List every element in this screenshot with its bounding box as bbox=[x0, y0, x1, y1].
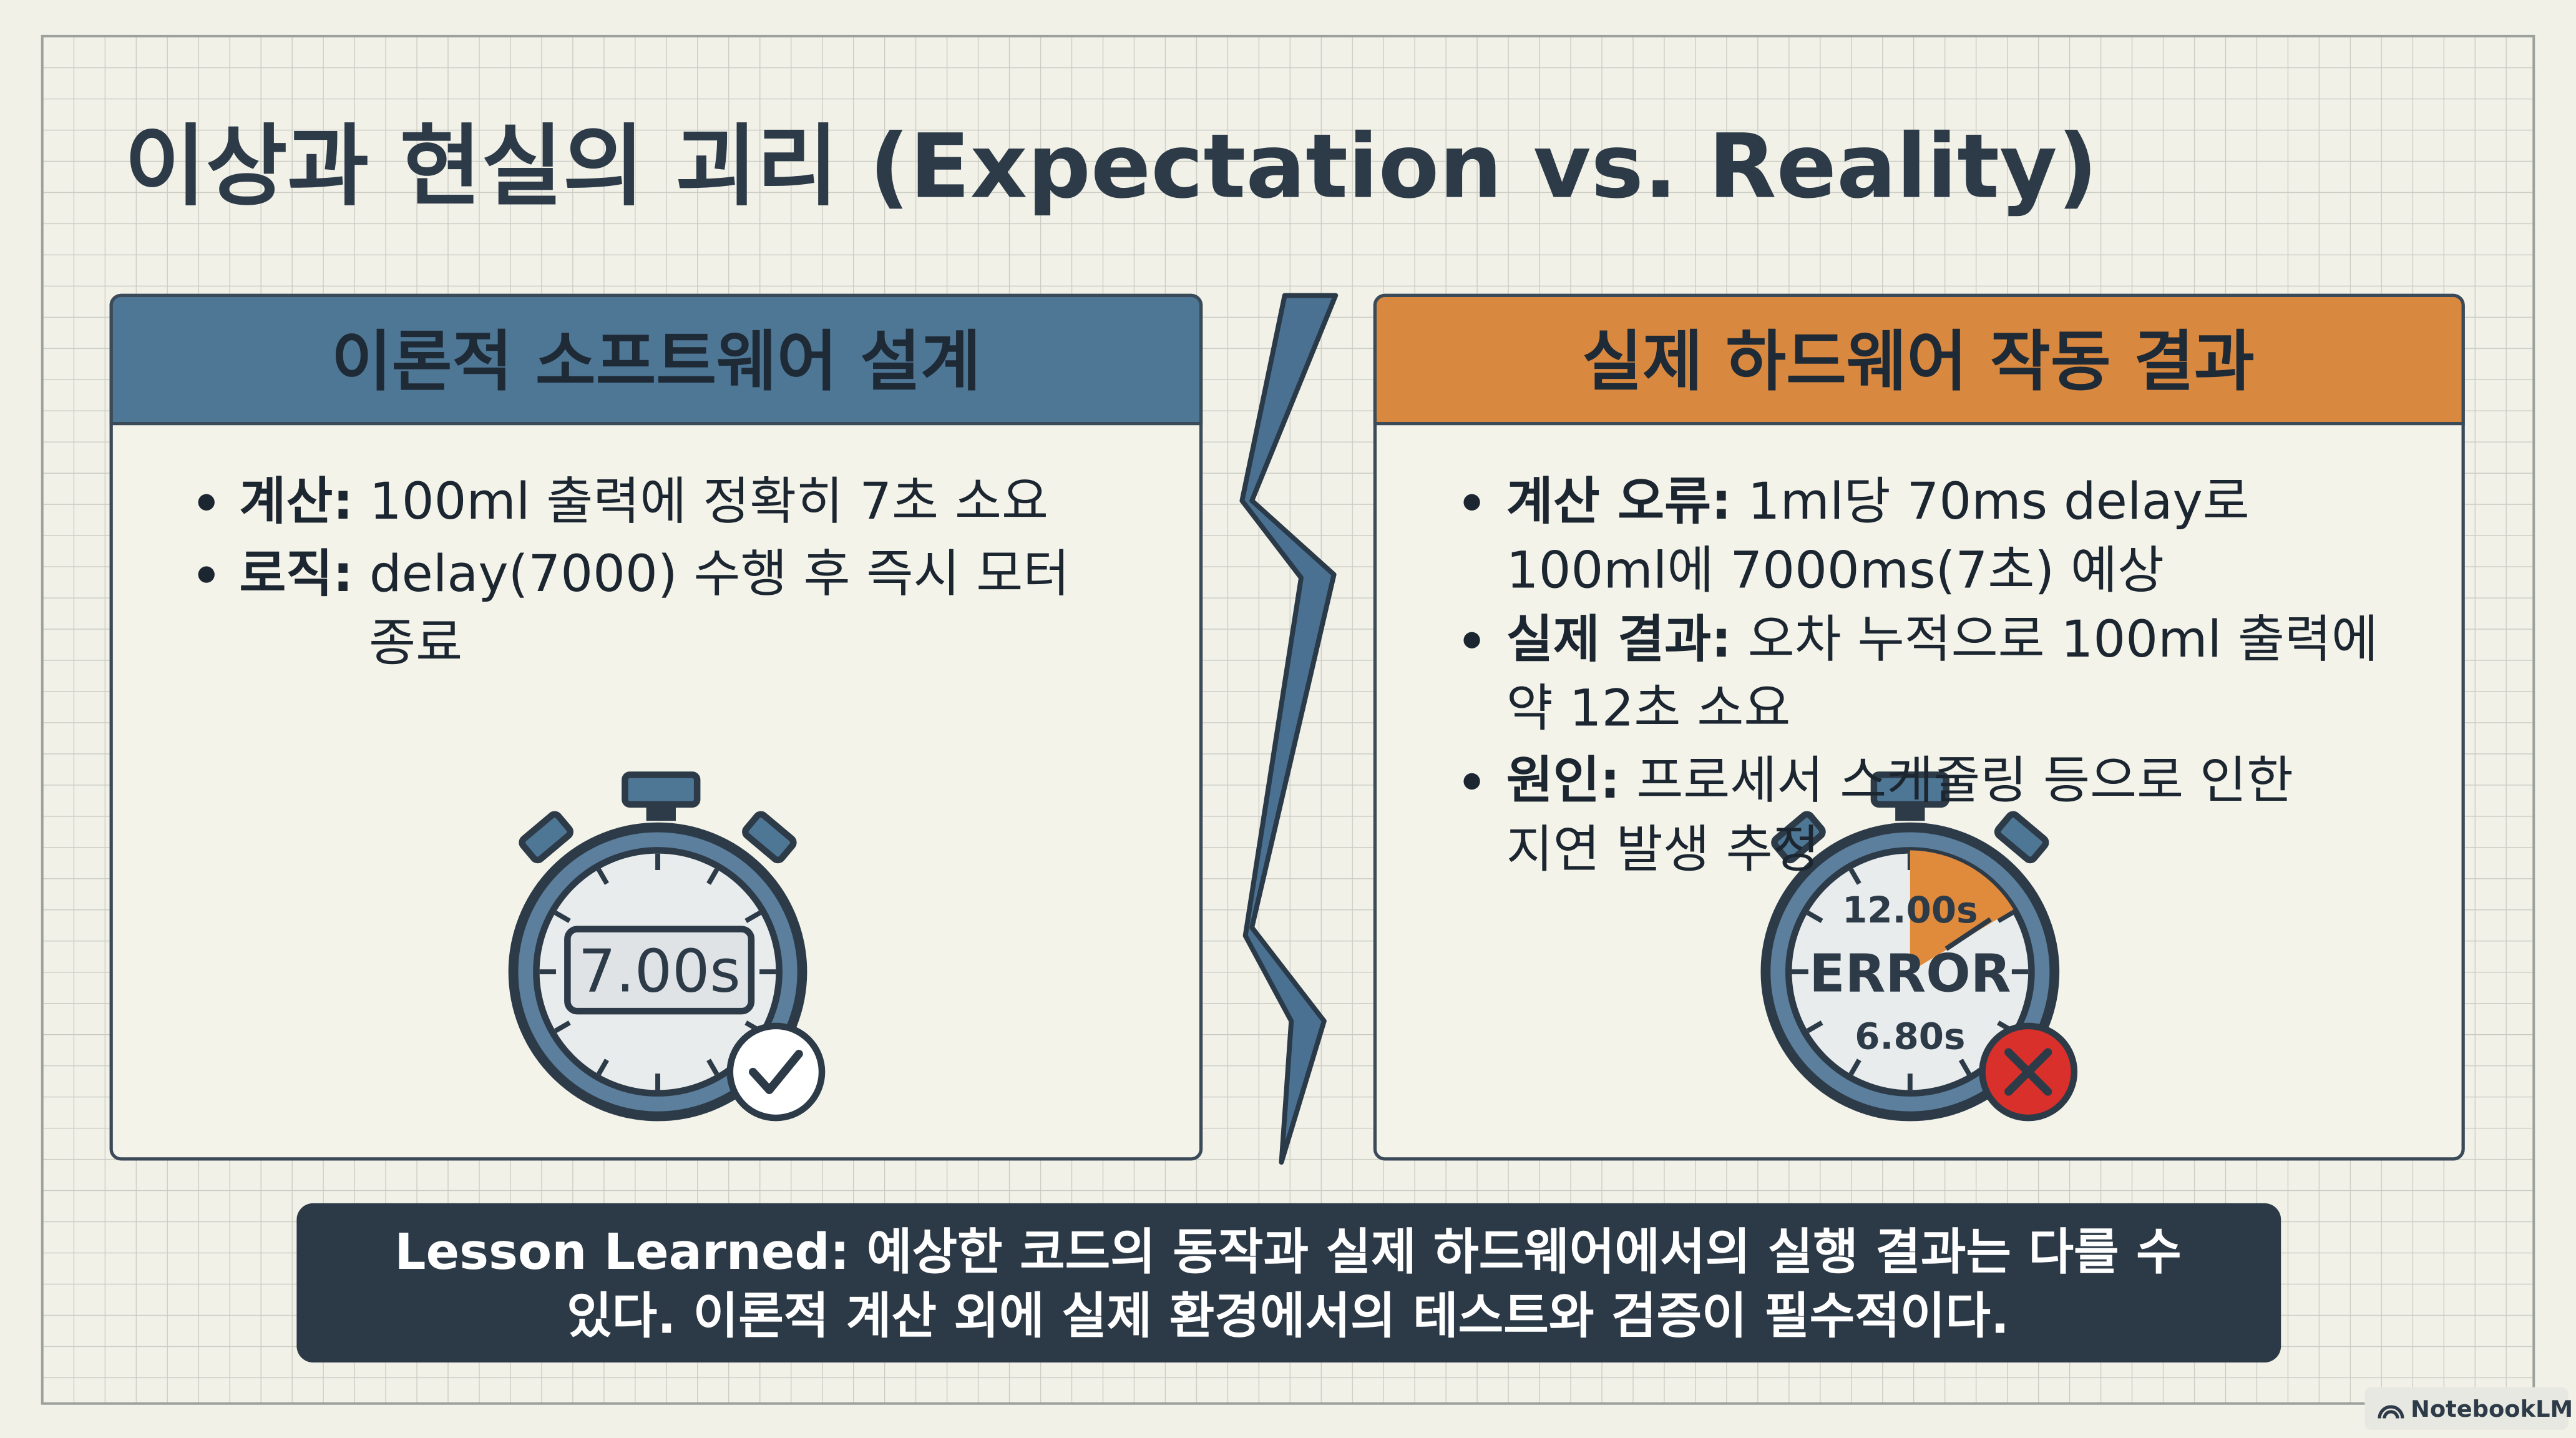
left-bullets: 계산: 100ml 출력에 정확히 7초 소요 로직: delay(7000) … bbox=[198, 472, 1070, 672]
dial-tick bbox=[596, 868, 609, 885]
bullet-label: 원인: bbox=[1506, 751, 1621, 810]
slide-title: 이상과 현실의 괴리 (Expectation vs. Reality) bbox=[124, 115, 2097, 218]
bullet-label: 계산: bbox=[239, 472, 353, 531]
stopwatch-knob bbox=[1771, 811, 1826, 864]
bullet-dot bbox=[198, 494, 215, 511]
stopwatch-time: 7.00s bbox=[578, 937, 741, 1006]
bullet-label: 로직: bbox=[239, 544, 353, 604]
dial-tick bbox=[554, 1020, 571, 1034]
watermark-icon bbox=[2378, 1405, 2404, 1419]
bullet-line: 100ml에 7000ms(7초) 예상 bbox=[1506, 541, 2164, 600]
dial-tick bbox=[744, 910, 761, 923]
watermark: NotebookLM bbox=[2411, 1396, 2573, 1422]
bullet-line: 지연 발생 추정 bbox=[1506, 820, 1820, 879]
overtime-wedge bbox=[1910, 850, 2014, 972]
dial-tick bbox=[1806, 910, 1823, 923]
error-mark bbox=[2004, 1048, 2052, 1096]
lesson-line: Lesson Learned: 예상한 코드의 동작과 실제 하드웨어에서의 실… bbox=[394, 1223, 2181, 1281]
lesson-line: 있다. 이론적 계산 외에 실제 환경에서의 테스트와 검증이 필수적이다. bbox=[567, 1288, 2009, 1345]
bullet-line: delay(7000) 수행 후 즉시 모터 bbox=[369, 544, 1070, 604]
right-bullets: 계산 오류: 1ml당 70ms delay로 100ml에 7000ms(7초… bbox=[1463, 472, 2378, 879]
bullet-line: 약 12초 소요 bbox=[1506, 679, 1791, 738]
panel-title: 이론적 소프트웨어 설계 bbox=[331, 323, 981, 399]
bullet-line: 1ml당 70ms delay로 bbox=[1748, 472, 2250, 531]
dial-tick bbox=[1997, 910, 2014, 923]
check-badge bbox=[726, 1022, 826, 1122]
dial-tick bbox=[706, 1059, 720, 1076]
right-panel: 실제 하드웨어 작동 결과 bbox=[1373, 293, 2465, 1161]
dial-tick bbox=[554, 910, 571, 923]
left-panel: 이론적 소프트웨어 설계 bbox=[109, 293, 1203, 1161]
watermark-box bbox=[2364, 1387, 2569, 1430]
panel-title: 실제 하드웨어 작동 결과 bbox=[1582, 323, 2255, 399]
stopwatch-error: ERROR bbox=[1809, 943, 2011, 1004]
bullet-line: 100ml 출력에 정확히 7초 소요 bbox=[369, 472, 1048, 531]
divider-bolt bbox=[1239, 293, 1339, 1165]
bullet-text: 실제 결과: 오차 누적으로 100ml 출력에 bbox=[1506, 610, 2378, 669]
stopwatch-knob bbox=[519, 811, 573, 864]
bullet-text: 계산 오류: 1ml당 70ms delay로 bbox=[1506, 472, 2250, 531]
stopwatch-error: 12.00s ERROR 6.80s bbox=[1760, 771, 2078, 1122]
stopwatch-ok: 7.00s bbox=[508, 771, 826, 1122]
bullet-dot bbox=[1463, 773, 1480, 790]
stopwatch-stem bbox=[1895, 801, 1925, 821]
lesson-box bbox=[296, 1203, 2281, 1363]
stopwatch-knob bbox=[1994, 811, 2049, 864]
stopwatch-top-time: 12.00s bbox=[1842, 889, 1978, 931]
bullet-line: 오차 누적으로 100ml 출력에 bbox=[1748, 610, 2378, 669]
stopwatch-hand bbox=[1944, 917, 1992, 951]
bullet-text: 로직: delay(7000) 수행 후 즉시 모터 bbox=[239, 544, 1070, 604]
bullet-line: 종료 bbox=[369, 613, 462, 672]
dial-tick bbox=[1848, 868, 1861, 885]
stopwatch-bottom-time: 6.80s bbox=[1855, 1015, 1965, 1058]
dial-tick bbox=[1848, 1059, 1861, 1076]
bullet-label: 계산 오류: bbox=[1506, 472, 1732, 531]
bullet-label: 실제 결과: bbox=[1506, 610, 1732, 669]
bullet-dot bbox=[198, 566, 215, 583]
bullet-text: 계산: 100ml 출력에 정확히 7초 소요 bbox=[239, 472, 1048, 531]
bullet-text: 원인: 프로세서 스케줄링 등으로 인한 bbox=[1506, 751, 2293, 810]
bullet-line: 프로세서 스케줄링 등으로 인한 bbox=[1636, 751, 2293, 810]
stopwatch-stem bbox=[646, 801, 676, 821]
stopwatch-display bbox=[564, 926, 755, 1015]
panel-header bbox=[109, 293, 1203, 426]
dial-tick bbox=[596, 1059, 609, 1076]
dial-tick bbox=[706, 868, 720, 885]
bullet-dot bbox=[1463, 632, 1480, 648]
stopwatch-button bbox=[622, 771, 701, 808]
panel-header bbox=[1373, 293, 2465, 426]
check-mark bbox=[748, 1049, 803, 1094]
dial-tick bbox=[1958, 1059, 1971, 1076]
stopwatch-knob bbox=[742, 811, 797, 864]
bullet-dot bbox=[1463, 494, 1480, 511]
dial-tick bbox=[1806, 1020, 1823, 1034]
